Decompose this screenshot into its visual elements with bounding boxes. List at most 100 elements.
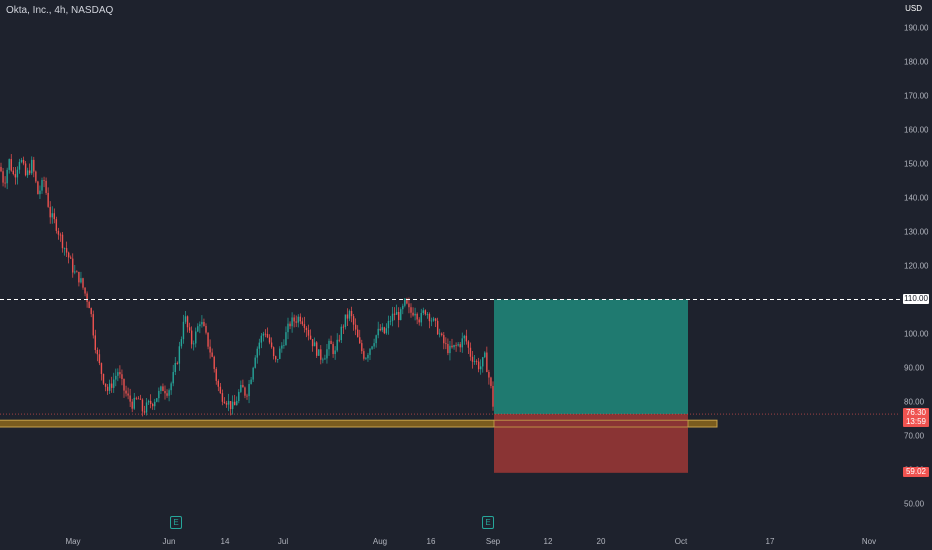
candle [389,320,392,322]
candle [473,361,476,362]
y-tick-label: 80.00 [904,398,925,407]
candle [430,320,433,322]
candle [492,385,494,407]
candle [240,384,242,392]
candle [480,366,482,370]
x-tick-label: May [65,537,80,546]
candle [98,354,101,364]
candle [250,379,252,384]
candle [377,328,379,336]
candle [203,321,205,327]
candle [342,326,345,328]
candle [139,398,142,400]
candle [451,345,453,348]
candle [381,327,383,331]
candle [121,374,123,379]
candle [51,213,53,218]
candle [361,343,363,352]
candle [320,349,322,360]
candle [72,258,74,273]
candle [24,163,27,176]
candle [410,307,412,313]
candle [404,298,406,306]
candle [2,171,4,183]
candle [461,338,463,348]
candle [459,344,461,348]
candle [178,346,181,364]
candle [352,316,355,325]
earnings-icon[interactable]: E [170,516,182,529]
candle [277,358,279,360]
candle [365,358,367,360]
candle [453,344,455,348]
candle [363,351,365,359]
candle [229,401,232,410]
candle [336,339,338,351]
candle [379,328,381,331]
candle [123,378,125,391]
candle [445,343,447,345]
candle [471,356,474,362]
candle [344,314,347,328]
candle [102,373,105,384]
candle [486,352,488,373]
candle [311,339,314,347]
x-tick-label: Sep [486,537,501,546]
resistance-price-tag: 110.00 [903,294,929,304]
candle [307,329,310,336]
candle [131,401,133,409]
candle [199,324,201,327]
candle [55,219,58,231]
y-tick-label: 100.00 [904,330,929,339]
candle [400,309,402,321]
y-tick-label: 130.00 [904,228,929,237]
candle [264,333,267,335]
x-tick-label: 12 [544,537,553,546]
candle [39,190,41,195]
candle [35,171,37,182]
y-tick-label: 120.00 [904,262,929,271]
stop-price-tag: 59.02 [903,467,929,477]
y-tick-label: 150.00 [904,160,929,169]
stop-loss-zone[interactable] [494,414,688,473]
candle [354,324,357,330]
candle [82,278,84,288]
candle [291,317,293,327]
support-zone[interactable] [0,419,718,428]
candle [490,377,492,386]
candle [316,342,318,356]
candle [309,335,312,340]
candle [385,328,388,334]
candle [195,331,197,344]
candle [434,318,437,321]
earnings-icon[interactable]: E [482,516,494,529]
candle [285,332,287,346]
candle [313,342,316,347]
chart-title: Okta, Inc., 4h, NASDAQ [6,5,114,16]
last-price-tag: 76.30 [903,408,929,418]
x-tick-label: Jul [278,537,288,546]
candle [67,252,70,258]
candle [80,278,82,283]
candle [236,401,238,406]
candle [160,386,162,391]
candle [20,159,23,162]
candle [92,314,94,336]
profit-target-zone[interactable] [494,299,688,415]
candle [201,321,203,325]
candle [395,311,398,315]
candle [94,335,96,350]
candle [418,319,420,323]
candle [406,298,408,304]
candle [205,326,207,333]
candle [65,248,68,253]
candle [420,312,422,323]
x-tick-label: 17 [766,537,775,546]
candle [289,323,291,327]
candle [211,352,213,357]
candle [115,375,117,380]
candle [174,362,176,372]
candle [31,159,33,174]
candle [393,313,396,315]
